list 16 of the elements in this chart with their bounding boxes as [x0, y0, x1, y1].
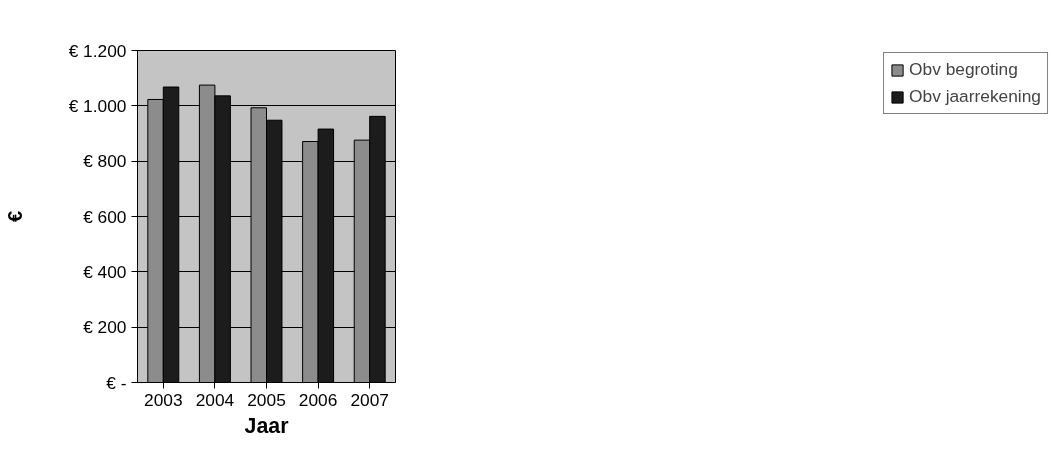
x-tick-label: 2004 [195, 389, 235, 410]
y-tick-label: € 800 [83, 151, 127, 172]
x-tick-label: 2003 [144, 389, 183, 410]
y-axis-title: € [3, 210, 26, 223]
x-tick-label: 2007 [350, 389, 389, 410]
y-tick-label: € 600 [83, 206, 127, 227]
y-tick-label: € 200 [83, 317, 127, 338]
x-tick-label: 2006 [298, 389, 338, 410]
y-tick-label: € 1.200 [68, 40, 127, 61]
x-axis-title: Jaar [244, 413, 289, 438]
y-tick-label: € - [106, 372, 127, 393]
x-tick-label: 2005 [247, 389, 286, 410]
y-tick-label: € 1.000 [68, 95, 127, 116]
y-tick-label: € 400 [83, 261, 127, 282]
legend-label: Obv jaarrekening [909, 86, 1041, 107]
legend-label: Obv begroting [909, 59, 1018, 80]
